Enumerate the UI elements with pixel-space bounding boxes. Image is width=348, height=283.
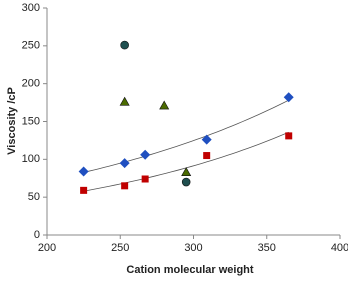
- y-tick-label: 50: [28, 191, 40, 203]
- point: [121, 182, 129, 190]
- x-axis-title: Cation molecular weight: [126, 264, 253, 276]
- y-tick-label: 300: [22, 2, 40, 14]
- x-tick-label: 300: [184, 242, 202, 254]
- point: [283, 92, 294, 103]
- trendline: [83, 99, 289, 173]
- y-axis-title: Viscosity /cP: [6, 87, 18, 155]
- point: [203, 152, 211, 160]
- x-tick-label: 400: [331, 242, 348, 254]
- point: [119, 96, 130, 106]
- point: [80, 186, 88, 194]
- point: [119, 158, 130, 169]
- point: [159, 100, 170, 110]
- y-tick-label: 100: [22, 153, 40, 165]
- point: [120, 40, 129, 50]
- y-tick-label: 200: [22, 78, 40, 90]
- point: [285, 132, 293, 140]
- y-tick-label: 150: [22, 115, 40, 127]
- point: [201, 134, 212, 145]
- point: [78, 166, 89, 177]
- x-tick-label: 350: [258, 242, 276, 254]
- point: [141, 175, 149, 183]
- point: [140, 149, 151, 160]
- y-tick-label: 0: [34, 229, 40, 241]
- point: [181, 167, 192, 176]
- point: [181, 177, 191, 187]
- x-tick-label: 250: [111, 242, 129, 254]
- x-tick-label: 200: [38, 242, 56, 254]
- y-tick-label: 250: [22, 40, 40, 52]
